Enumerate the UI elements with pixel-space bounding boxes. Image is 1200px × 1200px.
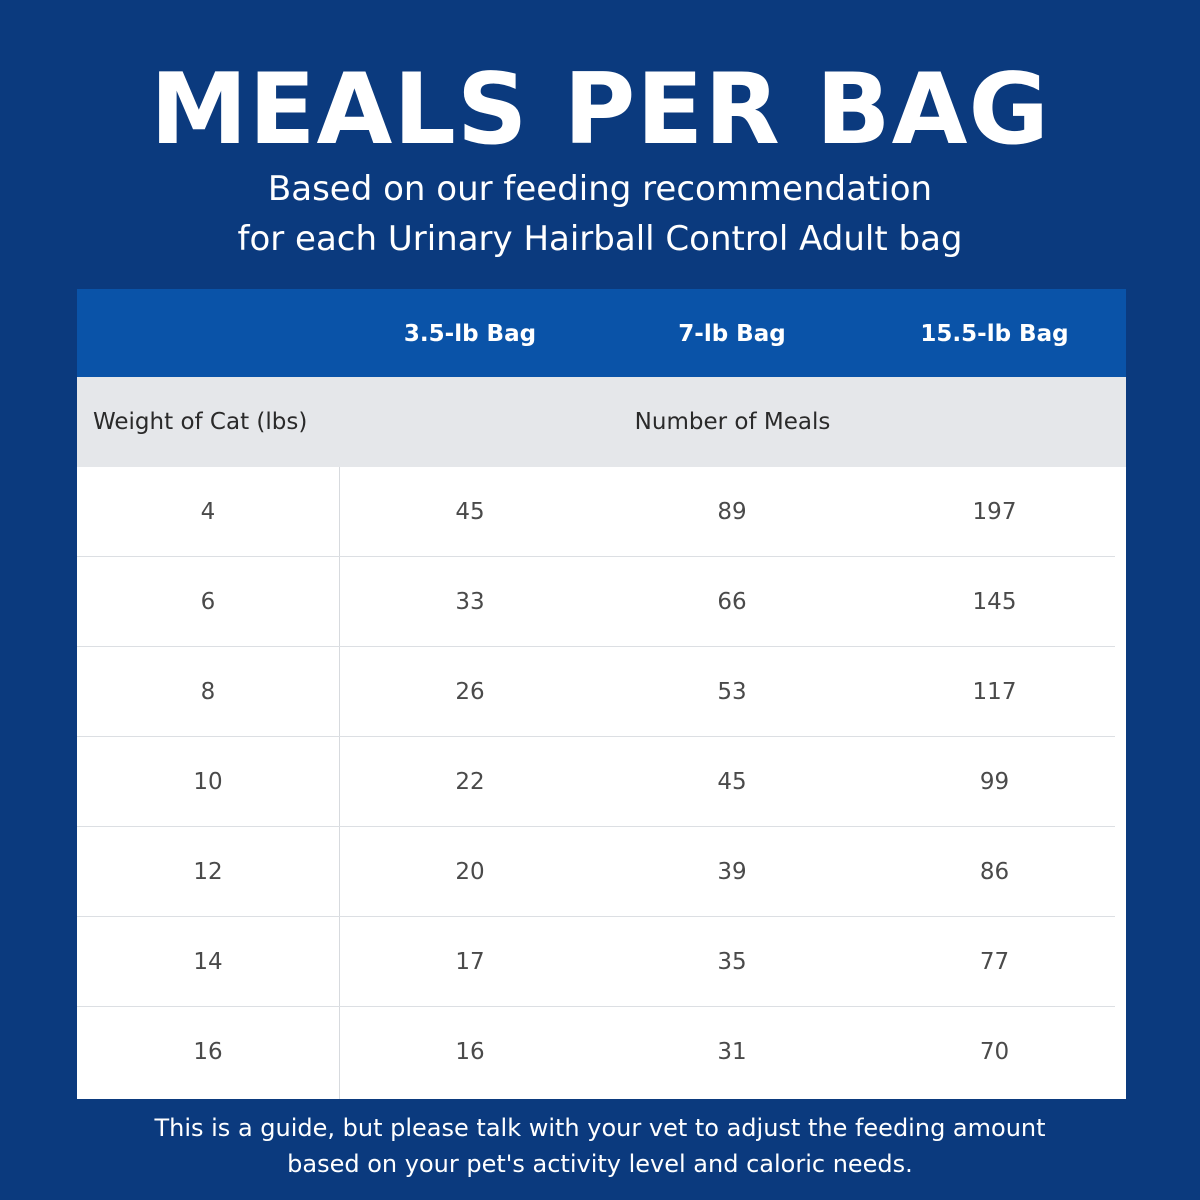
meals-15-5-lb-cell: 99 — [979, 769, 1010, 795]
meals-3-5-lb-cell: 16 — [455, 1039, 485, 1065]
table-row: 14 17 35 77 — [77, 917, 1126, 1007]
row-divider — [77, 646, 1115, 647]
weight-cell: 16 — [193, 1039, 223, 1065]
meals-3-5-lb-cell: 22 — [455, 769, 485, 795]
row-divider — [77, 1006, 1115, 1007]
weight-cell: 6 — [200, 589, 216, 615]
weight-cell: 8 — [200, 679, 216, 705]
table-row: 12 20 39 86 — [77, 827, 1126, 917]
row-divider — [77, 556, 1115, 557]
table-row: 8 26 53 117 — [77, 647, 1126, 737]
meals-3-5-lb-cell: 45 — [455, 499, 485, 525]
page-title: MEALS PER BAG — [150, 53, 1050, 167]
row-divider — [77, 736, 1115, 737]
weight-cell: 4 — [200, 499, 216, 525]
meals-7-lb-cell: 31 — [717, 1039, 747, 1065]
meals-7-lb-cell: 66 — [717, 589, 747, 615]
weight-cell: 12 — [193, 859, 223, 885]
meals-column-label: Number of Meals — [634, 409, 831, 435]
weight-cell: 10 — [193, 769, 223, 795]
meals-7-lb-cell: 89 — [717, 499, 747, 525]
table-row: 4 45 89 197 — [77, 467, 1126, 557]
meals-15-5-lb-cell: 86 — [979, 859, 1010, 885]
table-row: 16 16 31 70 — [77, 1007, 1126, 1097]
table-row: 10 22 45 99 — [77, 737, 1126, 827]
weight-column-label: Weight of Cat (lbs) — [93, 409, 308, 435]
meals-7-lb-cell: 53 — [717, 679, 747, 705]
disclaimer-note: This is a guide, but please talk with yo… — [0, 1110, 1200, 1182]
meals-15-5-lb-cell: 145 — [972, 589, 1017, 615]
meals-table: 3.5-lb Bag 7-lb Bag 15.5-lb Bag Weight o… — [77, 289, 1126, 1099]
bag-size-header-row: 3.5-lb Bag 7-lb Bag 15.5-lb Bag — [77, 289, 1126, 377]
table-row: 6 33 66 145 — [77, 557, 1126, 647]
column-label-row: Weight of Cat (lbs) Number of Meals — [77, 377, 1126, 467]
meals-15-5-lb-cell: 197 — [972, 499, 1017, 525]
meals-7-lb-cell: 45 — [717, 769, 747, 795]
bag-header-15-5-lb: 15.5-lb Bag — [920, 321, 1069, 347]
meals-15-5-lb-cell: 70 — [979, 1039, 1010, 1065]
meals-3-5-lb-cell: 26 — [455, 679, 485, 705]
disclaimer-line-2: based on your pet's activity level and c… — [287, 1150, 913, 1178]
subtitle-line-2: for each Urinary Hairball Control Adult … — [237, 219, 963, 259]
meals-7-lb-cell: 39 — [717, 859, 747, 885]
subtitle: Based on our feeding recommendation for … — [0, 164, 1200, 264]
disclaimer-line-1: This is a guide, but please talk with yo… — [154, 1114, 1046, 1142]
column-divider — [339, 467, 340, 1099]
meals-7-lb-cell: 35 — [717, 949, 747, 975]
bag-header-3-5-lb: 3.5-lb Bag — [403, 321, 537, 347]
row-divider — [77, 916, 1115, 917]
weight-cell: 14 — [193, 949, 223, 975]
row-divider — [77, 826, 1115, 827]
meals-3-5-lb-cell: 33 — [455, 589, 485, 615]
subtitle-line-1: Based on our feeding recommendation — [267, 169, 933, 209]
meals-3-5-lb-cell: 17 — [455, 949, 485, 975]
bag-header-7-lb: 7-lb Bag — [678, 321, 786, 347]
meals-3-5-lb-cell: 20 — [455, 859, 485, 885]
meals-15-5-lb-cell: 77 — [979, 949, 1010, 975]
meals-15-5-lb-cell: 117 — [972, 679, 1017, 705]
